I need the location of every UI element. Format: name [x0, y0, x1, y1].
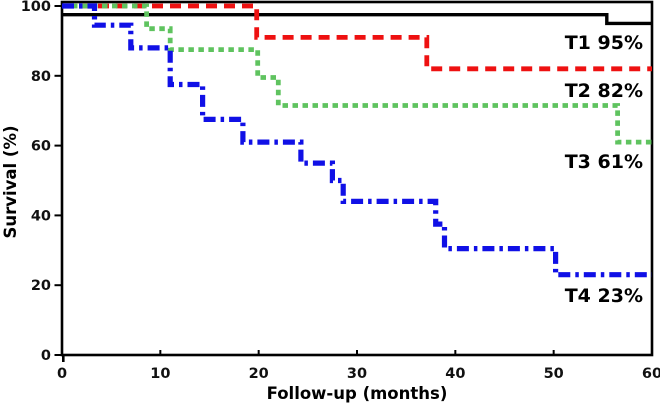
curve-annotation-t2: T2 82% [565, 80, 643, 102]
x-axis-title: Follow-up (months) [267, 384, 448, 403]
y-tick-label: 100 [21, 0, 51, 15]
x-tick-label: 10 [150, 366, 170, 382]
y-axis-title: Survival (%) [1, 125, 20, 238]
survival-curve-t3 [62, 3, 652, 145]
curve-annotations: T1 95% T2 82% T3 61% T4 23% [565, 32, 643, 307]
curve-annotation-t1: T1 95% [565, 32, 643, 54]
y-tick-label: 40 [31, 208, 51, 224]
survival-curves [62, 3, 652, 278]
curve-annotation-t3: T3 61% [565, 151, 643, 173]
y-tick-label: 0 [41, 348, 51, 364]
x-axis-ticks: 0 10 20 30 40 50 60 [57, 350, 660, 382]
y-tick-label: 20 [31, 278, 51, 294]
y-tick-label: 80 [31, 69, 51, 85]
y-tick-label: 60 [31, 139, 51, 155]
x-tick-label: 50 [544, 366, 564, 382]
survival-curve-t2 [62, 3, 652, 72]
survival-curve-t4 [62, 3, 652, 278]
survival-curve-t1 [62, 13, 652, 26]
x-tick-label: 20 [249, 366, 269, 382]
curve-annotation-t4: T4 23% [565, 285, 643, 307]
x-tick-label: 60 [642, 366, 660, 382]
x-tick-label: 0 [57, 366, 67, 382]
x-tick-label: 40 [445, 366, 465, 382]
plot-frame [60, 0, 654, 357]
y-axis-ticks: 0 20 40 60 80 100 [21, 0, 62, 364]
x-tick-label: 30 [347, 366, 367, 382]
